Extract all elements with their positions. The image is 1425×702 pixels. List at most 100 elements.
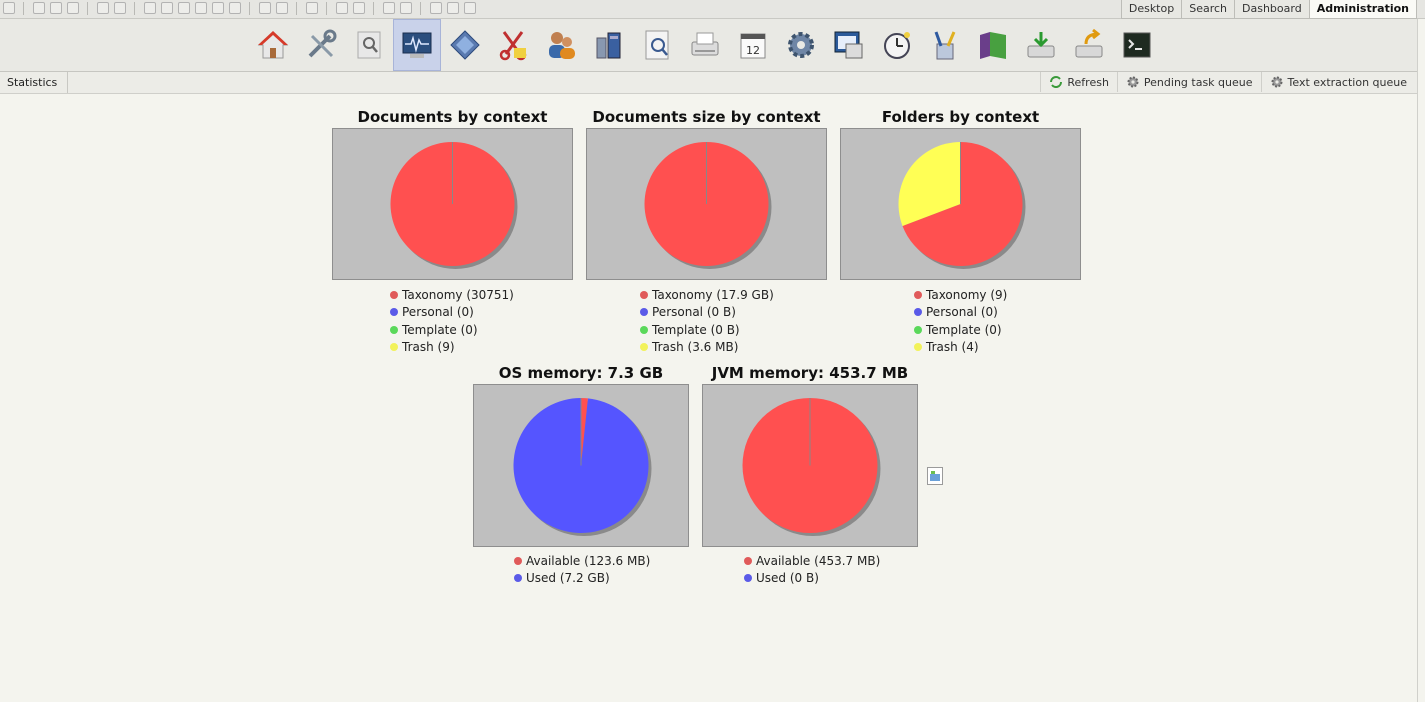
statistics-bar: Statistics Refresh Pending task queue Te… [0, 72, 1425, 94]
unlock-icon[interactable] [276, 2, 288, 14]
legend-dot [744, 556, 752, 565]
legend-label: Taxonomy (9) [926, 287, 1008, 302]
pie-chart [390, 142, 518, 269]
grid-icon[interactable] [3, 2, 15, 14]
edit-doc-icon[interactable] [50, 2, 62, 14]
separator [134, 1, 135, 15]
chart-legend: Taxonomy (9) Personal (0) Template (0) T… [914, 286, 1007, 356]
configuration-button[interactable] [777, 19, 825, 71]
desktop-button[interactable] [825, 19, 873, 71]
legend-dot [390, 343, 398, 352]
pending-task-queue-button[interactable]: Pending task queue [1116, 72, 1261, 92]
export-icon [1075, 28, 1103, 58]
legend-item-trash: Trash (4) [914, 339, 1007, 357]
admin-toolbar: 12 [0, 19, 1425, 72]
tab-dashboard[interactable]: Dashboard [1234, 0, 1310, 19]
mail-profiles-icon [596, 32, 621, 59]
legend-dot [640, 308, 648, 317]
cut-button[interactable] [489, 19, 537, 71]
export-button[interactable] [1065, 19, 1113, 71]
tab-desktop[interactable]: Desktop [1120, 0, 1183, 19]
legend-item-template: Template (0) [390, 321, 514, 339]
add-icon[interactable] [144, 2, 156, 14]
gear-icon [1271, 76, 1283, 88]
pie-slice-trash [898, 142, 961, 226]
import-button[interactable] [1017, 19, 1065, 71]
pie-slice-taxonomy [902, 142, 1023, 266]
tools-button[interactable] [297, 19, 345, 71]
history-icon[interactable] [447, 2, 459, 14]
folder-icon[interactable] [161, 2, 173, 14]
chart-title: OS memory: 7.3 GB [498, 364, 664, 382]
paste-icon[interactable] [114, 2, 126, 14]
legend-item-taxonomy: Taxonomy (17.9 GB) [640, 286, 774, 304]
brush-icon [934, 31, 956, 60]
text-extraction-queue-button[interactable]: Text extraction queue [1260, 72, 1415, 92]
pending-task-queue-label: Pending task queue [1143, 75, 1253, 89]
help-icon[interactable] [464, 2, 476, 14]
users-button[interactable] [537, 19, 585, 71]
search-doc-button[interactable] [345, 19, 393, 71]
terminal-icon [1123, 32, 1151, 58]
os-memory-chart: OS memory: 7.3 GB Available (123.6 MB) U… [473, 364, 689, 594]
thesaurus-button[interactable] [969, 19, 1017, 71]
download-icon[interactable] [336, 2, 348, 14]
top-strip: Desktop Search Dashboard Administration [0, 0, 1425, 19]
top-tabs: Desktop Search Dashboard Administration [1120, 0, 1417, 19]
tab-administration[interactable]: Administration [1308, 0, 1417, 19]
legend-item-template: Template (0) [914, 321, 1007, 339]
cancel-icon[interactable] [229, 2, 241, 14]
chart-box [702, 384, 918, 547]
legend-dot [914, 290, 922, 299]
terminal-button[interactable] [1113, 19, 1161, 71]
scrollbar[interactable] [1417, 19, 1425, 702]
crontab-button[interactable] [873, 19, 921, 71]
lock-icon[interactable] [259, 2, 271, 14]
legend-label: Template (0 B) [652, 322, 740, 337]
print-icon[interactable] [67, 2, 79, 14]
chart-legend: Taxonomy (30751) Personal (0) Template (… [390, 286, 514, 356]
legend-dot [744, 574, 752, 583]
pie-chart [644, 142, 772, 269]
note-icon[interactable] [195, 2, 207, 14]
legend-item-trash: Trash (9) [390, 339, 514, 357]
metadata-button[interactable] [441, 19, 489, 71]
legend-label: Used (0 B) [756, 571, 819, 586]
users-icon [549, 32, 575, 59]
calendar-icon: 12 [740, 33, 766, 59]
separator [420, 1, 421, 15]
legend-label: Personal (0) [926, 305, 998, 320]
broken-image-icon [927, 467, 943, 485]
mail-icon[interactable] [212, 2, 224, 14]
refresh-icon[interactable] [383, 2, 395, 14]
legend-dot [914, 325, 922, 334]
mail-profiles-button[interactable] [585, 19, 633, 71]
report-icon [645, 30, 669, 60]
import-icon [1027, 32, 1055, 58]
reports-button[interactable] [633, 19, 681, 71]
legend-label: Taxonomy (17.9 GB) [652, 287, 774, 302]
statistics-button[interactable] [393, 19, 441, 71]
chart-icon[interactable] [178, 2, 190, 14]
upload-icon[interactable] [353, 2, 365, 14]
bookmark-icon[interactable] [430, 2, 442, 14]
gear-icon [788, 32, 814, 58]
tab-search[interactable]: Search [1181, 0, 1236, 19]
legend-dot [640, 290, 648, 299]
settings-icon[interactable] [306, 2, 318, 14]
legend-label: Template (0) [402, 322, 478, 337]
new-doc-icon[interactable] [33, 2, 45, 14]
legend-label: Available (453.7 MB) [756, 553, 881, 568]
language-button[interactable] [921, 19, 969, 71]
calendar-button[interactable]: 12 [729, 19, 777, 71]
scanner-button[interactable] [681, 19, 729, 71]
chart-box [473, 384, 689, 547]
pie-slice-available [581, 398, 588, 466]
copy-icon[interactable] [97, 2, 109, 14]
home-icon [257, 31, 289, 59]
refresh-button[interactable]: Refresh [1040, 72, 1117, 92]
legend-item-template: Template (0 B) [640, 321, 774, 339]
workflow-icon[interactable] [400, 2, 412, 14]
home-button[interactable] [249, 19, 297, 71]
separator [373, 1, 374, 15]
